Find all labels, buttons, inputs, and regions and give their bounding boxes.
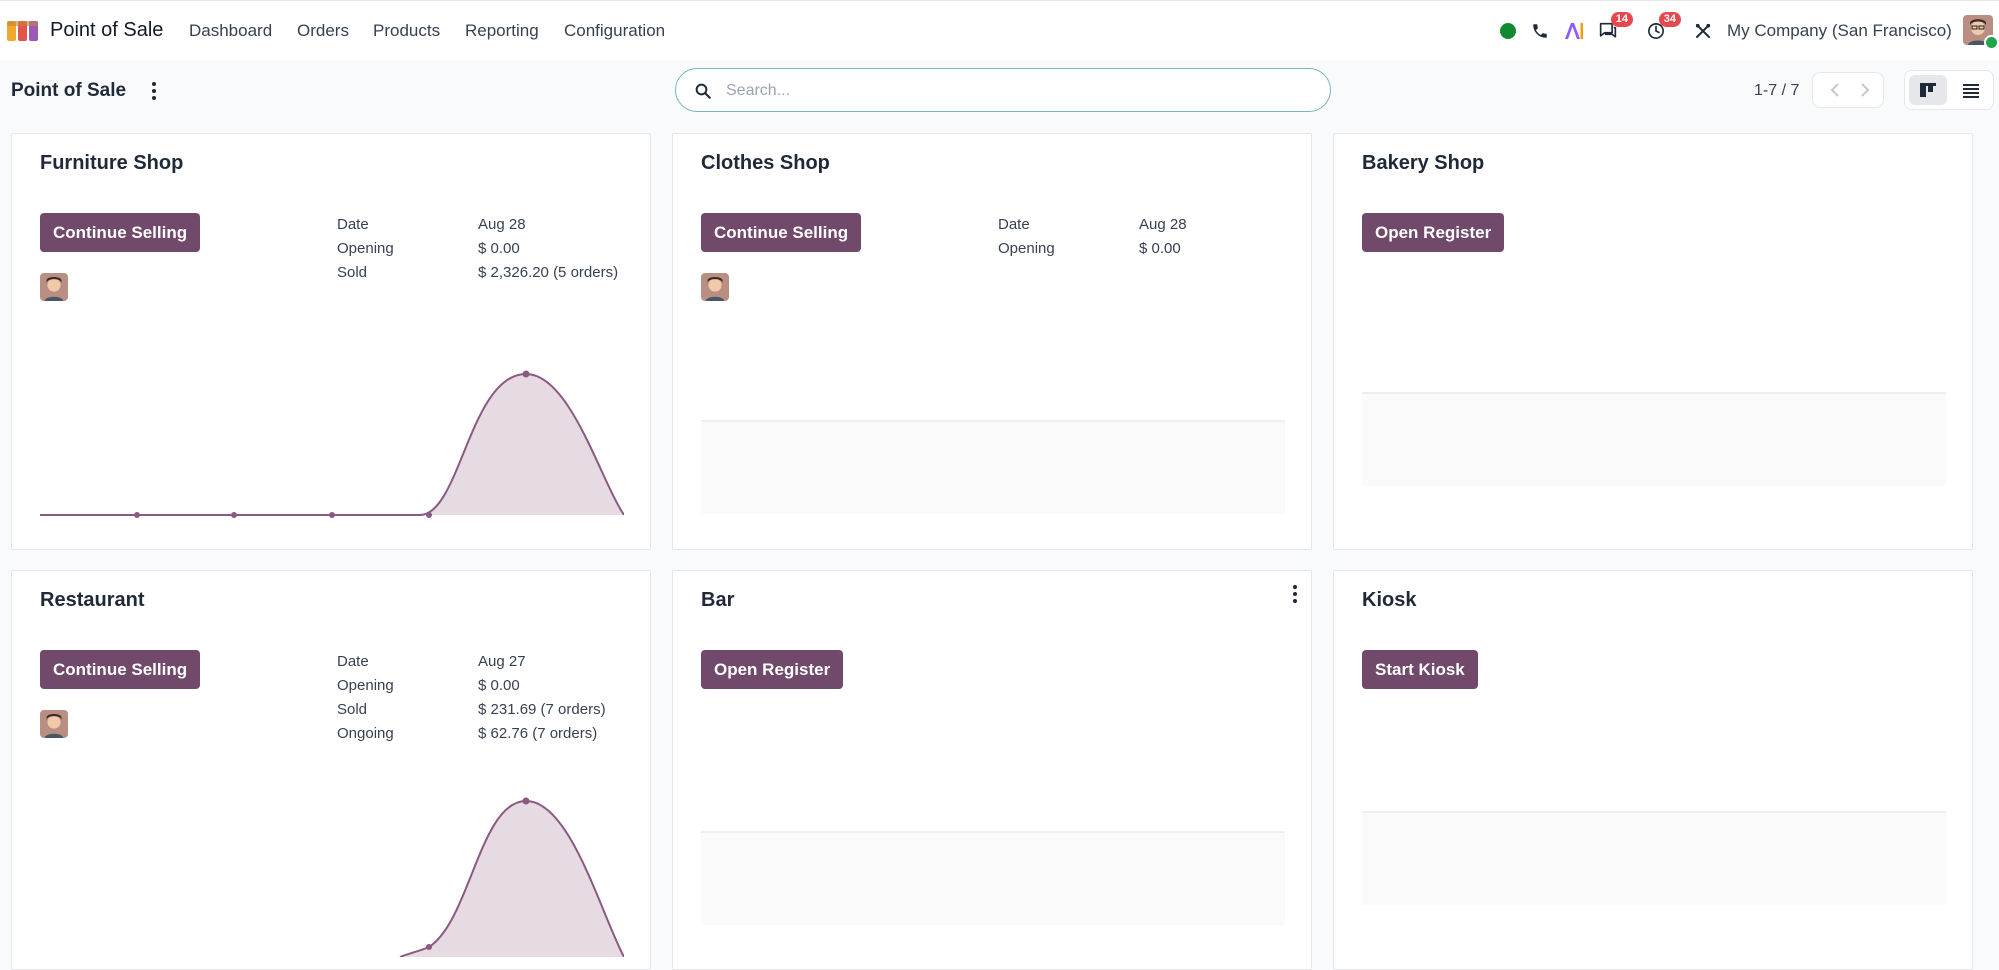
- debug-tools-button[interactable]: [1693, 19, 1713, 43]
- stat-label-date: Date: [337, 216, 369, 233]
- graph-point: [134, 512, 140, 518]
- status-indicator[interactable]: [1499, 19, 1517, 43]
- view-switcher: [1904, 70, 1994, 110]
- stat-value-opening: $ 0.00: [478, 677, 520, 694]
- card-title[interactable]: Restaurant: [40, 589, 145, 611]
- online-status-icon: [1984, 35, 1999, 50]
- stat-label-opening: Opening: [998, 240, 1055, 257]
- stat-label-date: Date: [998, 216, 1030, 233]
- graph-point: [426, 512, 432, 518]
- continue-selling-button[interactable]: Continue Selling: [701, 213, 862, 252]
- stat-value-sold: $ 2,326.20 (5 orders): [478, 264, 619, 281]
- cashier-avatar: [701, 273, 729, 301]
- stat-label-ongoing: Ongoing: [337, 725, 394, 742]
- chevron-left-icon[interactable]: [1827, 81, 1845, 99]
- activities-button[interactable]: 34: [1645, 12, 1681, 43]
- stat-value-date: Aug 28: [1139, 216, 1187, 233]
- stat-value-date: Aug 28: [478, 216, 526, 233]
- card-title[interactable]: Kiosk: [1362, 589, 1417, 611]
- sales-graph: [40, 370, 624, 518]
- pos-card-clothes-shop: Clothes Shop Continue Selling Date Aug 2…: [672, 133, 1312, 550]
- stat-value-date: Aug 27: [478, 653, 526, 670]
- menu-products[interactable]: Products: [373, 21, 441, 40]
- top-navbar: Point of Sale Dashboard Orders Products …: [0, 0, 1999, 60]
- menu-configuration[interactable]: Configuration: [564, 21, 666, 40]
- continue-selling-button[interactable]: Continue Selling: [40, 650, 201, 689]
- stat-label-sold: Sold: [337, 701, 368, 718]
- pager-value[interactable]: 1-7 / 7: [1754, 82, 1800, 99]
- status-dot-icon: [1500, 23, 1516, 39]
- search-bar: [675, 68, 1331, 112]
- sales-graph-placeholder: [1362, 811, 1946, 905]
- page-title: Point of Sale: [11, 80, 127, 101]
- cashier-avatar: [40, 273, 68, 301]
- graph-point: [231, 512, 237, 518]
- card-title[interactable]: Bar: [701, 589, 735, 611]
- start-kiosk-button[interactable]: Start Kiosk: [1362, 650, 1478, 689]
- tools-icon: [1695, 23, 1711, 38]
- pos-app-icon[interactable]: [6, 19, 40, 43]
- list-icon: [1963, 84, 1979, 98]
- card-more-icon[interactable]: [1287, 583, 1303, 605]
- pos-card-bakery-shop: Bakery Shop Open Register: [1333, 133, 1973, 550]
- cashier-avatar-icon: [40, 273, 68, 301]
- pos-card-bar: Bar Open Register: [672, 570, 1312, 970]
- messages-badge: 14: [1610, 12, 1633, 27]
- pos-card-furniture-shop: Furniture Shop Continue Selling Date Aug…: [11, 133, 651, 550]
- user-avatar[interactable]: [1963, 15, 1993, 45]
- card-title[interactable]: Clothes Shop: [701, 152, 830, 174]
- list-view-button[interactable]: [1952, 75, 1990, 105]
- stat-value-opening: $ 0.00: [1139, 240, 1181, 257]
- stat-label-sold: Sold: [337, 264, 368, 281]
- stat-label-date: Date: [337, 653, 369, 670]
- stat-label-opening: Opening: [337, 240, 394, 257]
- company-switcher[interactable]: My Company (San Francisco): [1727, 21, 1952, 40]
- open-register-button[interactable]: Open Register: [701, 650, 844, 689]
- cashier-avatar: [40, 710, 68, 738]
- sales-graph: [399, 797, 624, 957]
- graph-point: [522, 370, 530, 378]
- pos-card-restaurant: Restaurant Continue Selling Date Aug 27 …: [11, 570, 651, 970]
- menu-orders[interactable]: Orders: [297, 21, 349, 40]
- menu-reporting[interactable]: Reporting: [465, 21, 539, 40]
- stat-value-ongoing: $ 62.76 (7 orders): [478, 725, 598, 742]
- sales-graph-placeholder: [701, 420, 1285, 514]
- chevron-right-icon[interactable]: [1855, 81, 1873, 99]
- stat-label-opening: Opening: [337, 677, 394, 694]
- ai-icon: [1565, 23, 1583, 39]
- chat-icon: [1599, 22, 1617, 38]
- stat-value-sold: $ 231.69 (7 orders): [478, 701, 606, 718]
- graph-point: [522, 797, 530, 805]
- card-title[interactable]: Bakery Shop: [1362, 152, 1485, 174]
- menu-dashboard[interactable]: Dashboard: [189, 21, 273, 40]
- pos-card-kiosk: Kiosk Start Kiosk: [1333, 570, 1973, 970]
- sales-graph-placeholder: [701, 831, 1285, 925]
- graph-point: [426, 944, 432, 950]
- messages-button[interactable]: 14: [1597, 12, 1633, 43]
- more-actions-icon[interactable]: [146, 80, 162, 102]
- continue-selling-button[interactable]: Continue Selling: [40, 213, 201, 252]
- cashier-avatar-icon: [40, 710, 68, 738]
- phone-icon: [1533, 24, 1547, 38]
- cashier-avatar-icon: [701, 273, 729, 301]
- pager-navigation: [1812, 72, 1884, 108]
- sales-graph-placeholder: [1362, 392, 1946, 486]
- search-icon: [695, 83, 711, 99]
- ai-button[interactable]: [1563, 19, 1585, 43]
- clock-icon: [1648, 23, 1664, 39]
- search-input[interactable]: [724, 79, 1308, 103]
- stat-value-opening: $ 0.00: [478, 240, 520, 257]
- phone-button[interactable]: [1530, 19, 1550, 43]
- app-name[interactable]: Point of Sale: [50, 19, 164, 41]
- graph-point: [329, 512, 335, 518]
- activities-badge: 34: [1658, 12, 1681, 27]
- kanban-icon: [1920, 83, 1936, 97]
- user-avatar-icon: [1963, 15, 1993, 45]
- card-title[interactable]: Furniture Shop: [40, 152, 184, 174]
- kanban-view-button[interactable]: [1909, 75, 1947, 105]
- open-register-button[interactable]: Open Register: [1362, 213, 1505, 252]
